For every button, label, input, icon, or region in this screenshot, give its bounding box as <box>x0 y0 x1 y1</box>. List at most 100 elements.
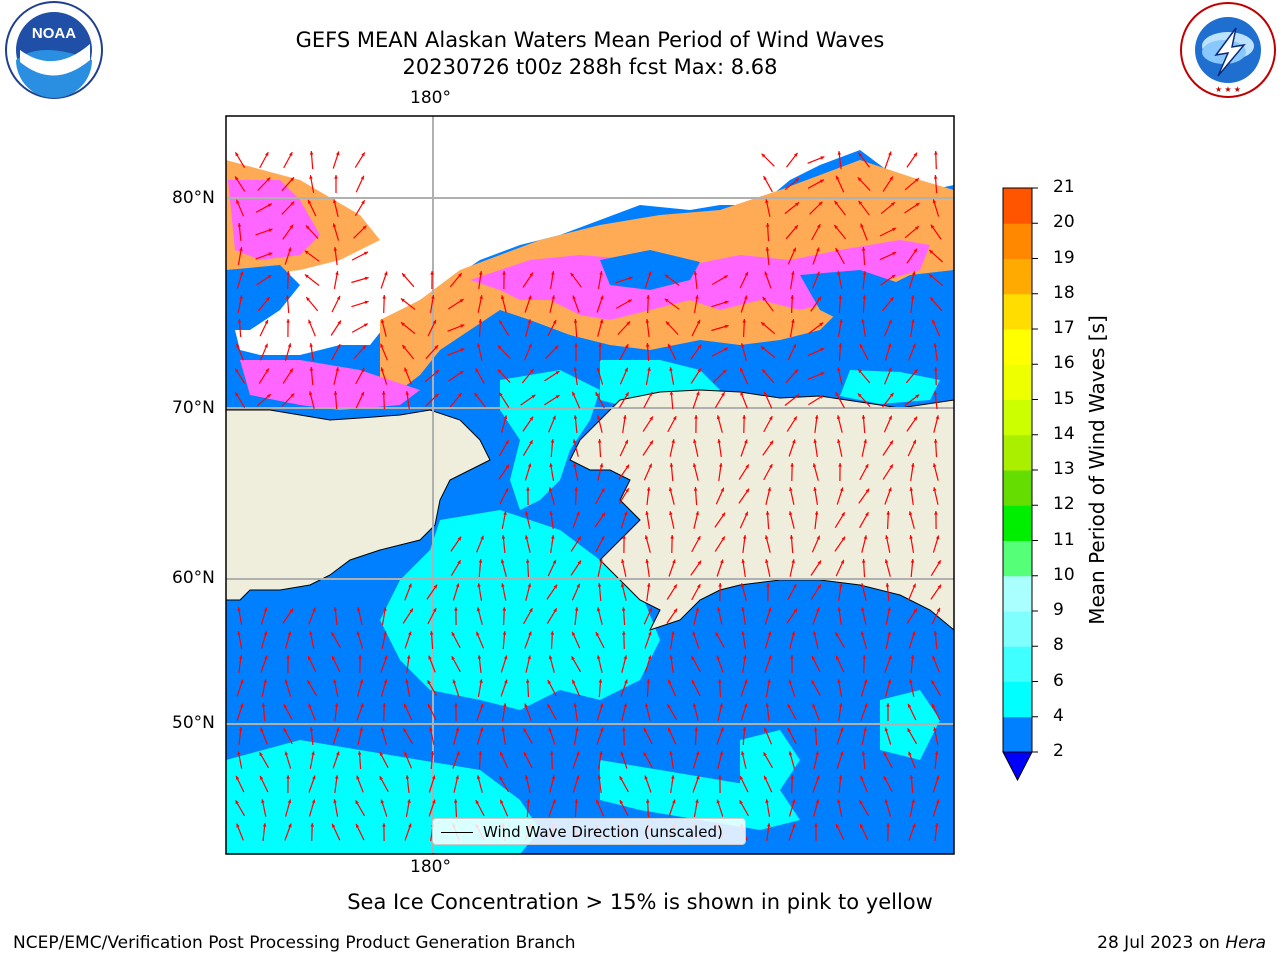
wave-direction-arrowhead <box>814 823 818 827</box>
wave-direction-arrowhead <box>572 679 576 684</box>
wave-direction-arrowhead <box>836 175 840 180</box>
wave-direction-arrowhead <box>622 535 626 539</box>
wave-direction-arrowhead <box>454 607 458 611</box>
wave-direction-arrowhead <box>837 367 841 372</box>
colorbar-segment <box>1003 364 1032 400</box>
wave-direction-arrowhead <box>360 175 364 180</box>
wave-direction-arrowhead <box>913 248 918 253</box>
wave-direction-arrowhead <box>431 775 436 780</box>
wave-direction-arrowhead <box>814 511 819 515</box>
wave-direction-arrowhead <box>858 200 863 205</box>
wave-direction-arrowhead <box>287 343 292 348</box>
wave-direction-arrowhead <box>575 775 580 780</box>
wave-direction-arrowhead <box>434 345 439 350</box>
wave-direction-arrowhead <box>645 511 649 515</box>
wave-direction-arrowhead <box>908 703 912 708</box>
wave-direction-arrowhead <box>523 752 528 756</box>
wave-direction-arrowhead <box>691 656 695 661</box>
wave-direction-arrowhead <box>932 655 936 660</box>
wave-direction-arrowhead <box>912 583 916 588</box>
wave-direction-arrowhead <box>574 799 579 803</box>
wave-direction-arrowhead <box>360 391 364 396</box>
wave-direction-arrowhead <box>501 535 506 539</box>
wave-direction-arrowhead <box>673 608 678 613</box>
wave-direction-arrowhead <box>933 175 938 179</box>
wave-direction-arrowhead <box>621 559 625 564</box>
wave-direction-arrowhead <box>304 274 309 279</box>
wave-direction-arrowhead <box>237 607 241 611</box>
wave-direction-arrowhead <box>915 203 920 207</box>
wave-direction-arrowhead <box>811 680 815 685</box>
wave-direction-arrowhead <box>861 415 866 419</box>
wave-direction-arrowhead <box>332 223 337 228</box>
wave-direction-arrowhead <box>267 203 272 207</box>
wave-direction-arrowhead <box>364 251 368 256</box>
wave-direction-arrowhead <box>740 343 745 348</box>
wave-direction-arrowhead <box>819 322 824 327</box>
wave-direction-arrowhead <box>500 295 505 300</box>
wave-direction-arrowhead <box>357 751 362 755</box>
wave-direction-arrowhead <box>790 295 795 299</box>
colorbar-tick-label: 11 <box>1053 529 1075 550</box>
wave-direction-arrowhead <box>552 799 556 804</box>
wave-direction-arrowhead <box>623 415 627 419</box>
wave-direction-arrowhead <box>816 247 820 252</box>
wave-direction-arrowhead <box>740 775 744 780</box>
wave-direction-arrowhead <box>669 391 674 395</box>
wave-direction-arrowhead <box>382 823 386 827</box>
wave-direction-arrowhead <box>911 271 916 276</box>
wave-direction-arrowhead <box>861 319 865 323</box>
wave-direction-arrowhead <box>794 225 798 230</box>
wave-direction-arrowhead <box>741 559 745 563</box>
wave-direction-arrowhead <box>625 488 629 493</box>
wave-direction-arrowhead <box>311 751 315 755</box>
colorbar-segment <box>1003 188 1032 224</box>
wave-direction-arrowhead <box>933 727 937 731</box>
wave-direction-arrowhead <box>261 799 265 803</box>
wave-direction-arrowhead <box>404 703 408 708</box>
wave-direction-arrowhead <box>788 511 793 516</box>
wave-direction-arrowhead <box>937 560 941 565</box>
wave-direction-arrowhead <box>863 727 867 731</box>
wave-direction-arrowhead <box>884 727 889 732</box>
wave-direction-arrowhead <box>262 823 267 827</box>
wave-direction-arrowhead <box>861 607 865 612</box>
wave-direction-arrowhead <box>715 632 719 637</box>
colorbar-tick-label: 12 <box>1053 494 1075 515</box>
wave-direction-arrowhead <box>886 511 890 515</box>
colorbar-tick-label: 2 <box>1053 741 1064 761</box>
wave-direction-arrowhead <box>406 655 411 659</box>
wave-direction-arrowhead <box>235 152 239 157</box>
wave-direction-arrowhead <box>791 559 795 564</box>
wave-direction-arrowhead <box>741 751 745 756</box>
wave-direction-arrowhead <box>890 297 894 301</box>
wave-direction-arrowhead <box>835 248 839 253</box>
wave-direction-arrowhead <box>669 367 673 371</box>
wave-direction-arrowhead <box>524 703 528 708</box>
wave-direction-arrowhead <box>266 297 270 301</box>
wave-direction-arrowhead <box>790 775 794 779</box>
wave-direction-arrowhead <box>333 247 338 251</box>
wave-direction-arrowhead <box>697 536 701 541</box>
wave-direction-arrowhead <box>428 655 432 660</box>
wave-direction-arrowhead <box>576 511 580 516</box>
wave-direction-arrowhead <box>235 392 239 397</box>
wave-direction-arrowhead <box>336 727 340 732</box>
wave-direction-arrowhead <box>766 823 771 827</box>
wave-direction-arrowhead <box>888 655 892 660</box>
wave-direction-arrowhead <box>363 323 368 327</box>
wave-direction-arrowhead <box>911 319 915 323</box>
wave-direction-arrowhead <box>717 439 721 443</box>
wave-direction-arrowhead <box>885 583 890 587</box>
wave-direction-arrowhead <box>820 348 825 352</box>
wave-direction-arrowhead <box>336 751 340 756</box>
wave-direction-arrowhead <box>577 560 581 565</box>
wave-direction-arrowhead <box>334 703 339 707</box>
wave-direction-arrowhead <box>767 679 771 683</box>
wave-direction-arrowhead <box>793 608 798 613</box>
colorbar-tick-label: 19 <box>1053 247 1075 268</box>
colorbar-segment <box>1003 611 1032 647</box>
wave-direction-arrowhead <box>914 369 918 373</box>
wave-direction-arrowhead <box>475 368 479 373</box>
